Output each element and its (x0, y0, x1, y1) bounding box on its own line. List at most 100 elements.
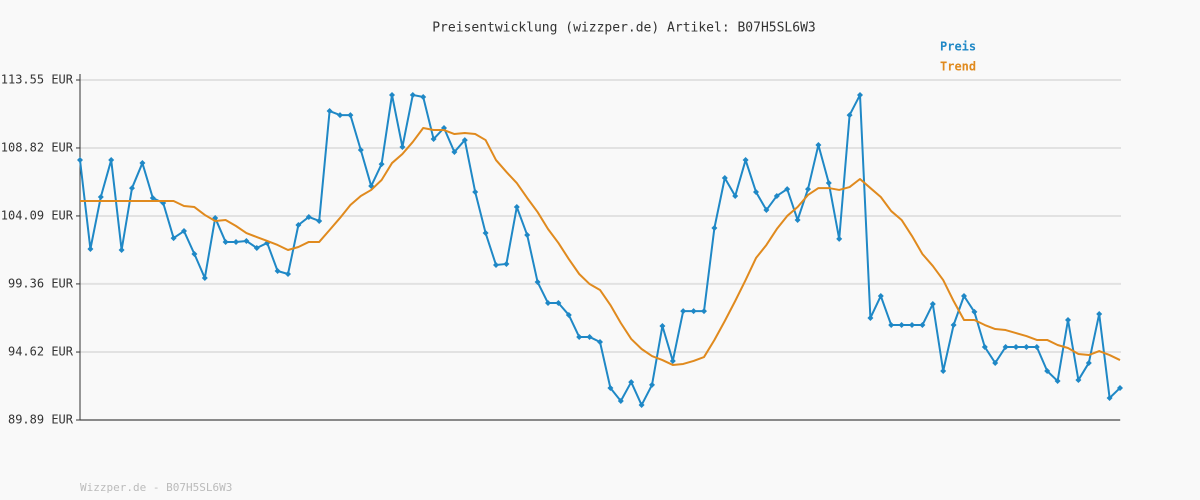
point (482, 230, 489, 237)
point (784, 186, 791, 193)
y-tick-label: 89.89 EUR (8, 413, 74, 427)
point (513, 204, 520, 211)
point (1117, 384, 1123, 391)
point (77, 157, 83, 164)
point (898, 322, 905, 329)
point (1013, 343, 1019, 350)
point (285, 270, 291, 277)
point (534, 279, 541, 286)
point (1044, 367, 1051, 374)
point (909, 322, 915, 329)
point (451, 148, 458, 155)
point (118, 247, 125, 253)
y-tick-label: 104.09 EUR (1, 208, 74, 222)
point (732, 192, 739, 199)
point (191, 251, 198, 258)
point (181, 228, 187, 235)
point (274, 267, 281, 274)
point (1106, 395, 1113, 402)
point (1023, 343, 1030, 350)
point (981, 343, 988, 350)
point (649, 381, 655, 388)
point (170, 235, 177, 242)
point (97, 193, 104, 200)
point (1054, 378, 1061, 385)
point (201, 275, 208, 282)
y-tick-label: 113.55 EUR (1, 73, 74, 87)
point (243, 237, 250, 244)
point (877, 292, 884, 299)
point (524, 232, 531, 239)
point (836, 235, 843, 242)
point (597, 338, 603, 345)
point (472, 188, 479, 195)
chart-title: Preisentwicklung (wizzper.de) Artikel: B… (432, 21, 816, 36)
point (1075, 377, 1082, 384)
legend-label: Trend (940, 60, 976, 74)
point (857, 91, 863, 98)
point (669, 357, 676, 364)
point (461, 137, 468, 144)
point (919, 322, 926, 329)
footer: Wizzper.de - B07H5SL6W3 (80, 481, 232, 494)
point (389, 91, 395, 98)
point (867, 314, 874, 321)
point (638, 402, 645, 409)
point (628, 379, 635, 386)
point (971, 308, 978, 315)
point (846, 112, 853, 119)
point (929, 301, 936, 308)
point (253, 244, 260, 251)
point (337, 112, 343, 119)
point (950, 322, 957, 329)
point (222, 238, 229, 245)
point (992, 359, 999, 366)
point (711, 225, 718, 232)
point (617, 398, 624, 405)
point (87, 245, 94, 252)
point (378, 161, 385, 168)
point (493, 261, 499, 268)
point (805, 186, 811, 193)
point (586, 333, 593, 340)
point (139, 160, 146, 167)
point (680, 308, 687, 315)
point (576, 333, 583, 340)
point (129, 185, 135, 192)
y-tick-label: 99.36 EUR (8, 276, 74, 290)
point (295, 221, 302, 228)
point (316, 217, 323, 224)
point (773, 192, 780, 199)
point (763, 207, 770, 214)
legend-label: Preis (940, 40, 976, 54)
point (399, 143, 406, 150)
point (347, 112, 354, 119)
point (1065, 316, 1071, 323)
series-line (80, 126, 1121, 366)
point (555, 300, 562, 307)
point (149, 194, 156, 201)
point (503, 260, 510, 267)
point (794, 216, 801, 223)
point (305, 213, 312, 220)
point (690, 308, 697, 315)
point (545, 300, 551, 307)
y-tick-label: 94.62 EUR (8, 345, 74, 359)
point (1002, 343, 1009, 350)
point (742, 157, 749, 164)
point (815, 141, 822, 148)
point (420, 93, 427, 100)
point (326, 108, 333, 115)
point (659, 323, 666, 330)
point (1096, 310, 1103, 317)
point (1033, 343, 1040, 350)
point (607, 384, 614, 391)
point (565, 311, 572, 318)
point (108, 157, 115, 164)
point (409, 91, 416, 98)
point (753, 188, 759, 195)
point (940, 367, 947, 374)
